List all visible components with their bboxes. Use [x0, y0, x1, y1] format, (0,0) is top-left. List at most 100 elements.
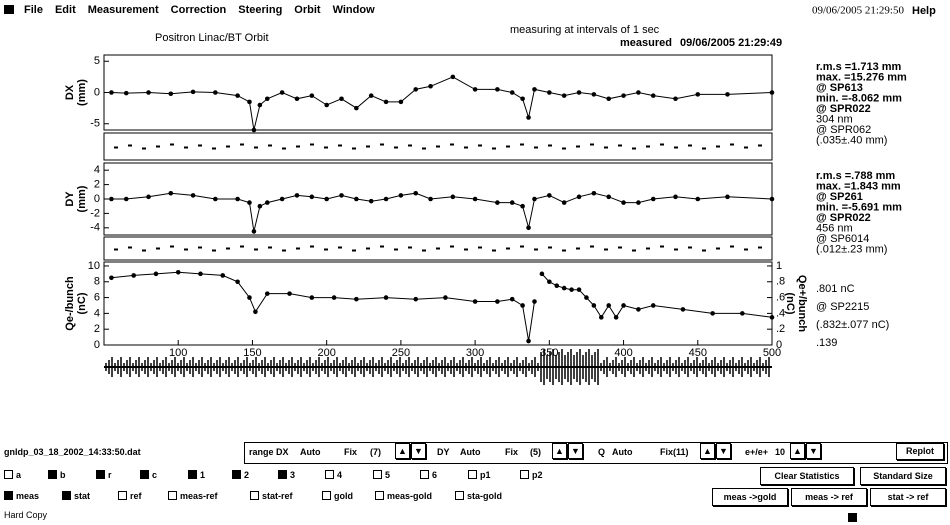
arrow-down[interactable]: ▼: [568, 443, 583, 459]
menu-item[interactable]: File: [24, 4, 43, 16]
orbit-point: [613, 315, 619, 320]
checkbox-box[interactable]: [420, 470, 429, 479]
arrow-up[interactable]: ▲: [395, 443, 410, 459]
arrow-down[interactable]: ▼: [411, 443, 426, 459]
checkbox-box[interactable]: [468, 470, 477, 479]
checkbox[interactable]: c: [140, 468, 157, 482]
checkbox[interactable]: meas: [4, 489, 39, 503]
checkbox[interactable]: 3: [278, 468, 295, 482]
help-menu[interactable]: Help: [912, 5, 936, 17]
button[interactable]: Clear Statistics: [760, 467, 854, 485]
checkbox-box[interactable]: [62, 491, 71, 500]
checkbox[interactable]: r: [96, 468, 112, 482]
replot-button[interactable]: Replot: [896, 443, 944, 460]
checkbox-box[interactable]: [4, 491, 13, 500]
checkbox[interactable]: 2: [232, 468, 249, 482]
checkbox-label: p2: [532, 470, 543, 480]
orbit-point: [636, 90, 641, 95]
orbit-point: [561, 93, 567, 98]
orbit-point: [584, 295, 589, 300]
orbit-point: [636, 200, 641, 205]
checkbox-box[interactable]: [520, 470, 529, 479]
checkbox-box[interactable]: [118, 491, 127, 500]
arrow-up[interactable]: ▲: [552, 443, 567, 459]
range-item[interactable]: Auto: [300, 447, 321, 457]
menu-item[interactable]: Window: [333, 4, 375, 16]
checkbox[interactable]: 6: [420, 468, 437, 482]
x-tick-label: 450: [689, 347, 707, 359]
checkbox[interactable]: stat: [62, 489, 90, 503]
orbit-point: [576, 194, 582, 200]
checkbox-box[interactable]: [96, 470, 105, 479]
checkbox-box[interactable]: [232, 470, 241, 479]
checkbox[interactable]: a: [4, 468, 21, 482]
checkbox[interactable]: gold: [322, 489, 353, 503]
checkbox-box[interactable]: [373, 470, 382, 479]
arrow-up[interactable]: ▲: [790, 443, 805, 459]
checkbox[interactable]: p2: [520, 468, 543, 482]
checkbox-box[interactable]: [375, 491, 384, 500]
range-item[interactable]: DY: [437, 447, 450, 457]
y-tick-label: 8: [94, 276, 100, 288]
button[interactable]: Standard Size: [860, 467, 946, 485]
checkbox-box[interactable]: [278, 470, 287, 479]
range-item[interactable]: range DX: [249, 447, 289, 457]
checkbox-box[interactable]: [4, 470, 13, 479]
menu-item[interactable]: Edit: [55, 4, 76, 16]
y-tick-label: 0: [94, 193, 100, 205]
button[interactable]: stat -> ref: [870, 488, 946, 506]
checkbox-box[interactable]: [322, 491, 331, 500]
x-tick-label: 400: [614, 347, 632, 359]
orbit-point: [621, 93, 626, 98]
range-item[interactable]: Fix: [505, 447, 519, 457]
range-item[interactable]: Fix(11): [660, 447, 689, 457]
checkbox[interactable]: 5: [373, 468, 390, 482]
orbit-point: [168, 190, 174, 196]
checkbox-box[interactable]: [48, 470, 57, 479]
menu-item[interactable]: Correction: [171, 4, 227, 16]
checkbox-box[interactable]: [325, 470, 334, 479]
arrow-down[interactable]: ▼: [806, 443, 821, 459]
arrow-up[interactable]: ▲: [700, 443, 715, 459]
checkbox-box[interactable]: [188, 470, 197, 479]
checkbox-label: 3: [290, 470, 296, 480]
orbit-point: [520, 96, 525, 102]
checkbox[interactable]: ref: [118, 489, 142, 503]
checkbox-box[interactable]: [168, 491, 177, 500]
hard-copy[interactable]: Hard Copy: [4, 510, 48, 520]
menu-item[interactable]: Orbit: [294, 4, 321, 16]
checkbox[interactable]: 4: [325, 468, 342, 482]
button[interactable]: meas ->gold: [712, 488, 788, 506]
checkbox-box[interactable]: [140, 470, 149, 479]
orbit-point: [606, 96, 612, 102]
checkbox[interactable]: 1: [188, 468, 205, 482]
range-item[interactable]: e+/e+: [745, 447, 769, 457]
checkbox-box[interactable]: [250, 491, 259, 500]
checkbox[interactable]: meas-gold: [375, 489, 432, 503]
range-item[interactable]: Fix: [344, 447, 358, 457]
button[interactable]: meas -> ref: [791, 488, 867, 506]
orbit-line: [111, 76, 773, 131]
menu-item[interactable]: Measurement: [88, 4, 159, 16]
orbit-point: [769, 196, 775, 202]
checkbox[interactable]: b: [48, 468, 66, 482]
checkbox[interactable]: stat-ref: [250, 489, 293, 503]
orbit-point: [547, 193, 552, 198]
orbit-point: [190, 89, 196, 95]
y-label-line: DX: [64, 84, 76, 100]
range-item[interactable]: Auto: [612, 447, 633, 457]
menu-item[interactable]: Steering: [238, 4, 282, 16]
checkbox[interactable]: p1: [468, 468, 491, 482]
orbit-point: [368, 93, 374, 98]
range-item[interactable]: Auto: [460, 447, 481, 457]
arrow-down[interactable]: ▼: [716, 443, 731, 459]
orbit-point: [123, 196, 129, 202]
x-tick-label: 500: [763, 347, 781, 359]
checkbox-box[interactable]: [455, 491, 464, 500]
orbit-point: [109, 275, 114, 281]
x-tick-label: 100: [169, 347, 187, 359]
orbit-point: [264, 291, 270, 296]
checkbox[interactable]: meas-ref: [168, 489, 218, 503]
range-item[interactable]: Q: [598, 447, 606, 457]
checkbox[interactable]: sta-gold: [455, 489, 502, 503]
